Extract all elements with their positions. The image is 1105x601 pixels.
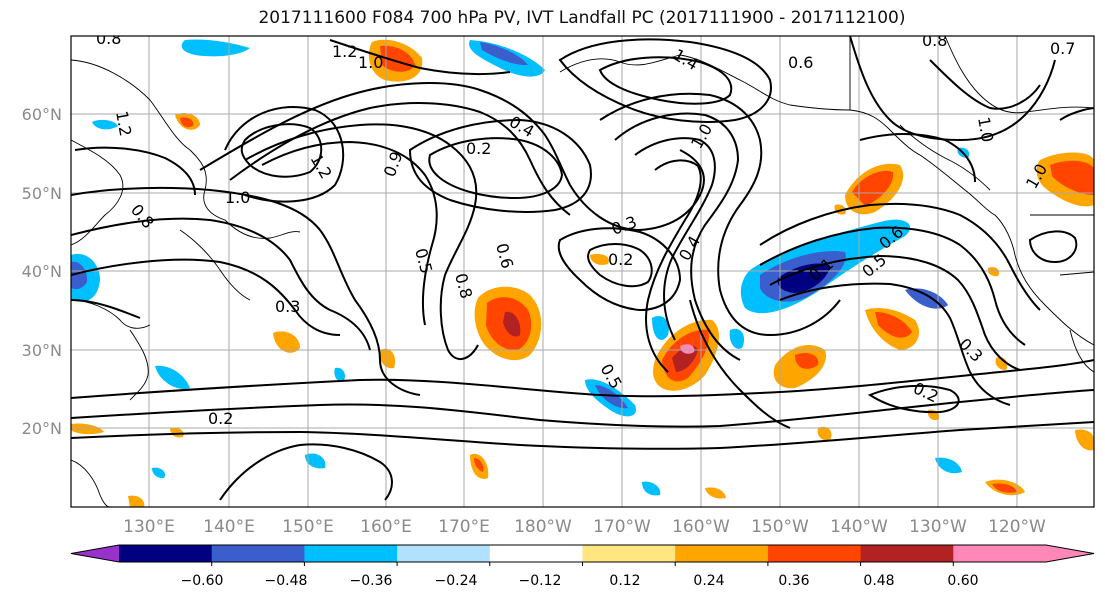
gridlines [71, 36, 1094, 507]
contour-label: 1.2 [112, 109, 135, 137]
colorbar-segment [860, 545, 954, 562]
colorbar-segment [767, 545, 862, 562]
contour-label: 0.6 [788, 53, 813, 72]
colorbar-tick: −0.24 [435, 573, 478, 589]
contour-label: 0.2 [608, 250, 633, 269]
colorbar-outline [70, 544, 1095, 563]
contour-label: 0.8 [922, 31, 947, 50]
plot-area: 0.8 1.2 1.0 0.8 0.7 0.6 1.0 1.4 1.2 1.0 … [71, 29, 1094, 507]
lat-label-60: 60°N [22, 105, 62, 124]
pv-contours [71, 36, 1094, 501]
contour-label: 1.0 [974, 115, 997, 143]
colorbar-segment [582, 545, 676, 562]
lat-label-50: 50°N [22, 184, 62, 203]
colorbar-segment [953, 545, 1047, 562]
colorbar-extend-high [1046, 545, 1094, 562]
lon-label: 130°E [123, 517, 175, 537]
colorbar-extend-low [71, 545, 119, 562]
contour-label: 0.2 [208, 409, 233, 428]
colorbar-tick: 0.60 [947, 573, 978, 589]
map-frame [70, 35, 1095, 508]
lon-label: 150°E [282, 517, 334, 537]
colorbar-tick: −0.60 [181, 573, 224, 589]
lon-label: 170°W [593, 517, 651, 537]
map-title: 2017111600 F084 700 hPa PV, IVT Landfall… [258, 8, 906, 28]
contour-label: 1.0 [225, 188, 250, 207]
lat-label-40: 40°N [22, 262, 62, 281]
lon-label: 130°W [909, 517, 967, 537]
colorbar: −0.60 −0.48 −0.36 −0.24 −0.12 0.12 0.24 … [70, 544, 1095, 589]
colorbar-segment [211, 545, 305, 562]
colorbar-tick: 0.36 [778, 573, 809, 589]
colorbar-segment [119, 545, 213, 562]
contour-label: 1.0 [358, 53, 383, 72]
lon-label: 120°W [988, 517, 1046, 537]
latitude-axis: 60°N 50°N 40°N 30°N 20°N [22, 105, 62, 438]
longitude-axis: 130°E 140°E 150°E 160°E 170°E 180°W 170°… [123, 517, 1046, 537]
lon-label: 140°W [830, 517, 888, 537]
contour-label: 1.2 [332, 42, 357, 61]
lat-label-30: 30°N [22, 341, 62, 360]
lon-label: 140°E [203, 517, 255, 537]
lat-label-20: 20°N [22, 419, 62, 438]
colorbar-tick: −0.48 [265, 573, 308, 589]
contour-label: 0.3 [275, 297, 300, 316]
colorbar-segment [397, 545, 491, 562]
colorbar-segment [675, 545, 769, 562]
lon-label: 170°E [438, 517, 490, 537]
colorbar-tick: 0.48 [863, 573, 894, 589]
colorbar-segment [489, 545, 583, 562]
lon-label: 160°E [360, 517, 412, 537]
contour-label: 0.7 [1050, 39, 1075, 58]
colorbar-tick: −0.12 [519, 573, 562, 589]
colorbar-tick-labels: −0.60 −0.48 −0.36 −0.24 −0.12 0.12 0.24 … [181, 573, 979, 589]
colorbar-tick: 0.24 [693, 573, 724, 589]
lon-label: 150°W [751, 517, 809, 537]
contour-label: 0.2 [466, 139, 491, 158]
colorbar-segment [304, 545, 398, 562]
lon-label: 180°W [514, 517, 572, 537]
shading-negative [71, 39, 970, 496]
contour-label: 0.8 [96, 29, 121, 48]
colorbar-tick: −0.36 [350, 573, 393, 589]
colorbar-tick: 0.12 [609, 573, 640, 589]
lon-label: 160°W [672, 517, 730, 537]
